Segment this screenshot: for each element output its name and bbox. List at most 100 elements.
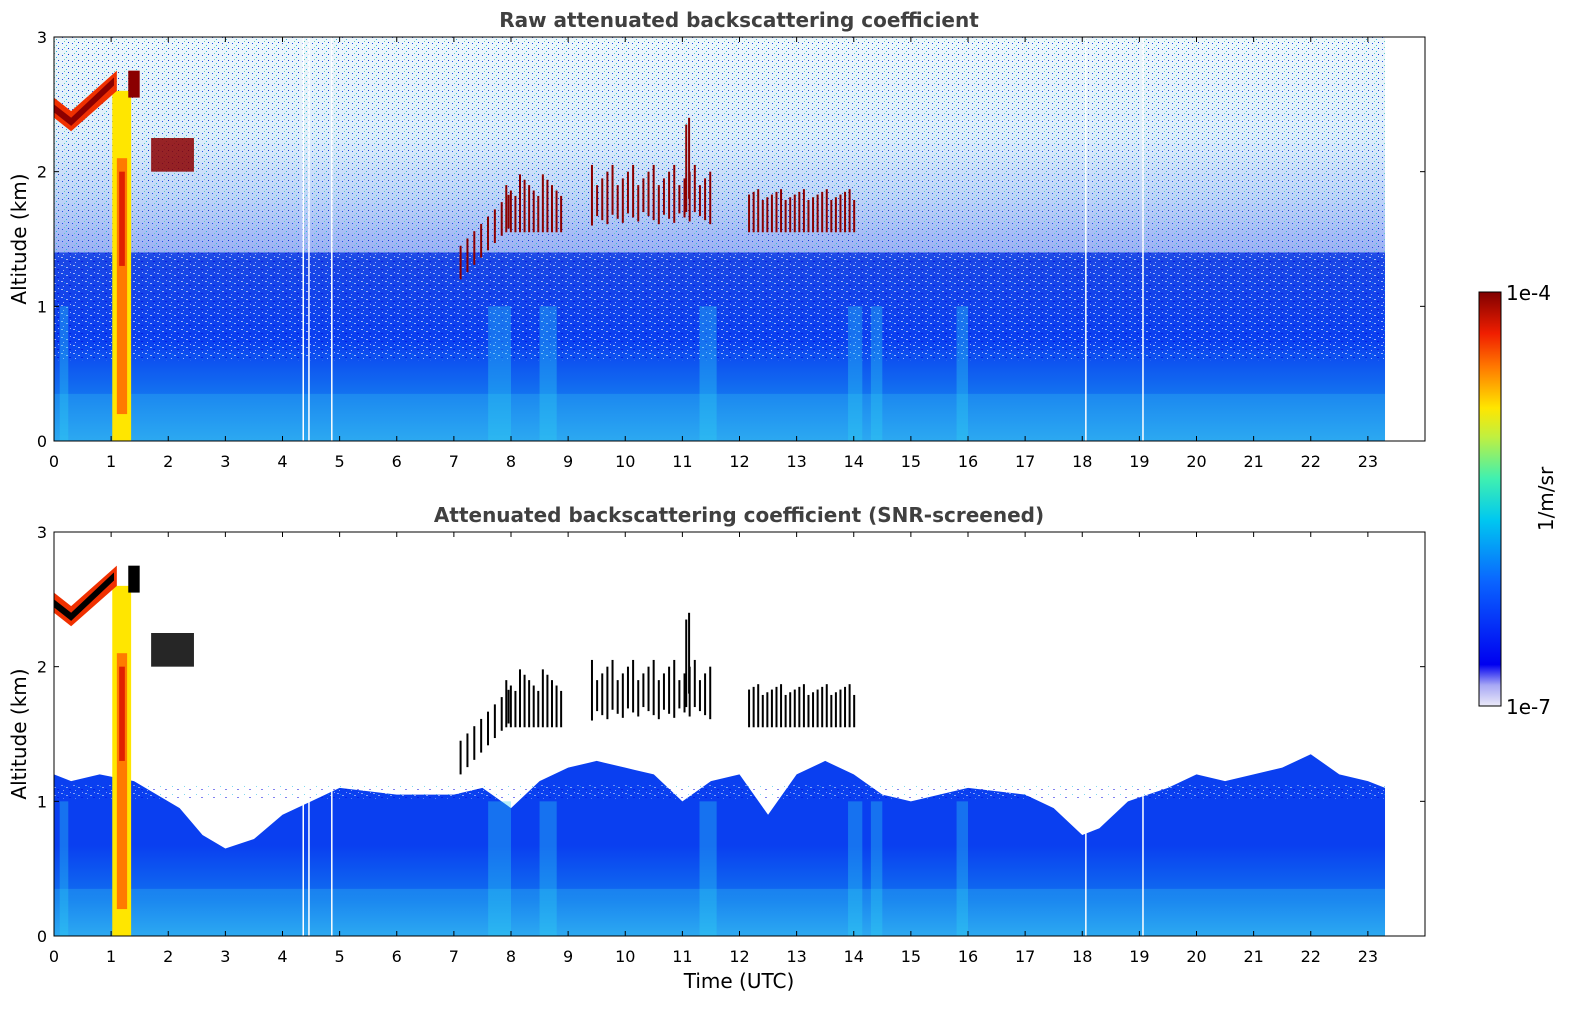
data-gap-line (1085, 532, 1087, 936)
cloud-stroke (514, 690, 517, 728)
x-tick-label: 10 (615, 452, 635, 471)
x-tick-label: 19 (1129, 452, 1149, 471)
cloud-stroke (632, 659, 635, 713)
aerosol-streak (539, 306, 557, 441)
cloud-stroke (616, 185, 619, 219)
noise-texture (54, 37, 1386, 253)
x-tick-label: 8 (506, 947, 516, 966)
cloud-column (119, 666, 125, 761)
data-gap-line (331, 37, 333, 441)
y-tick-label: 1 (37, 792, 47, 811)
cloud-stroke (698, 185, 701, 217)
cloud-layer-early (54, 70, 117, 132)
cloud-stroke (775, 686, 778, 728)
cloud-stroke (541, 174, 544, 233)
x-tick-label: 6 (392, 452, 402, 471)
cloud-stroke (509, 685, 512, 728)
cloud-stroke (493, 209, 496, 244)
cloud-stroke (642, 178, 645, 213)
cloud-stroke (596, 680, 599, 712)
aerosol-streak (59, 306, 69, 441)
x-tick-label: 0 (49, 947, 59, 966)
x-tick-label: 20 (1186, 947, 1206, 966)
cloud-stroke (704, 178, 707, 221)
cloud-stroke (844, 686, 847, 728)
cloud-stroke (688, 117, 691, 199)
backscatter-field (54, 754, 1386, 936)
cloud-stroke (555, 190, 558, 233)
cloud-stroke (793, 194, 796, 233)
x-tick-label: 23 (1358, 452, 1378, 471)
cloud-stroke (541, 669, 544, 728)
x-tick-label: 9 (563, 947, 573, 966)
y-tick-label: 2 (37, 658, 47, 677)
cloud-stroke (466, 733, 469, 768)
x-tick-label: 14 (844, 947, 864, 966)
x-tick-label: 15 (901, 947, 921, 966)
cloud-stroke (709, 666, 712, 720)
x-tick-label: 7 (449, 452, 459, 471)
cloud-stroke (761, 694, 764, 728)
x-tick-label: 3 (220, 452, 230, 471)
cloud-stroke (532, 685, 535, 728)
panel-raw: Raw attenuated backscattering coefficien… (7, 8, 1426, 471)
cloud-stroke (807, 199, 810, 233)
y-axis-label: Altitude (km) (7, 668, 31, 799)
x-tick-label: 22 (1301, 947, 1321, 966)
aerosol-streak (848, 801, 863, 936)
x-tick-label: 10 (615, 947, 635, 966)
cloud-column (116, 653, 128, 910)
cloud-stroke (505, 680, 508, 728)
aerosol-streak (699, 306, 717, 441)
x-tick-label: 6 (392, 947, 402, 966)
x-tick-label: 0 (49, 452, 59, 471)
cloud-stroke (507, 689, 510, 724)
cloud-stroke (789, 692, 792, 728)
cloud-stroke (652, 659, 655, 716)
cloud-stroke (590, 659, 593, 721)
cloud-stroke (693, 164, 696, 213)
cloud-layer (54, 565, 856, 936)
cloud-stroke (626, 666, 629, 709)
cloud-stroke (825, 189, 828, 233)
cloud-stroke (657, 680, 660, 720)
cloud-stroke (487, 711, 490, 746)
x-tick-label: 19 (1129, 947, 1149, 966)
cloud-stroke (673, 659, 676, 718)
cloud-stroke (537, 690, 540, 728)
x-axis-label: Time (UTC) (683, 969, 795, 993)
data-gap-line (1142, 532, 1144, 936)
colorbar-max-label: 1e-4 (1506, 281, 1551, 305)
colorbar-min-label: 1e-7 (1506, 695, 1551, 719)
cloud-stroke (611, 164, 614, 215)
cloud-stroke (560, 690, 563, 728)
cloud-stroke (748, 194, 751, 233)
cloud-stroke (662, 673, 665, 710)
x-tick-label: 15 (901, 452, 921, 471)
cloud-patch (128, 70, 140, 98)
cloud-stroke (637, 185, 640, 222)
x-tick-label: 17 (1015, 947, 1035, 966)
x-tick-label: 2 (163, 947, 173, 966)
cloud-stroke (821, 686, 824, 728)
cloud-stroke (642, 673, 645, 708)
noise-texture (54, 785, 1386, 799)
x-tick-label: 16 (958, 452, 978, 471)
x-tick-label: 9 (563, 452, 573, 471)
cloud-stroke (812, 692, 815, 728)
cloud-stroke (802, 189, 805, 233)
cloud-stroke (637, 680, 640, 717)
cloud-stroke (839, 689, 842, 728)
cloud-stroke (466, 238, 469, 273)
x-tick-label: 4 (277, 452, 287, 471)
cloud-stroke (748, 689, 751, 728)
cloud-stroke (685, 619, 688, 708)
data-gap-line (331, 532, 333, 936)
y-tick-label: 3 (37, 28, 47, 47)
cloud-stroke (596, 185, 599, 217)
cloud-stroke (757, 684, 760, 728)
cloud-stroke (688, 612, 691, 694)
cloud-stroke (493, 704, 496, 739)
x-axis: 0 1 2 3 4 5 6 7 8 9 10 11 12 13 14 15 16 17 18 19 20 21 22 23 (49, 532, 1378, 966)
x-tick-label: 12 (729, 452, 749, 471)
